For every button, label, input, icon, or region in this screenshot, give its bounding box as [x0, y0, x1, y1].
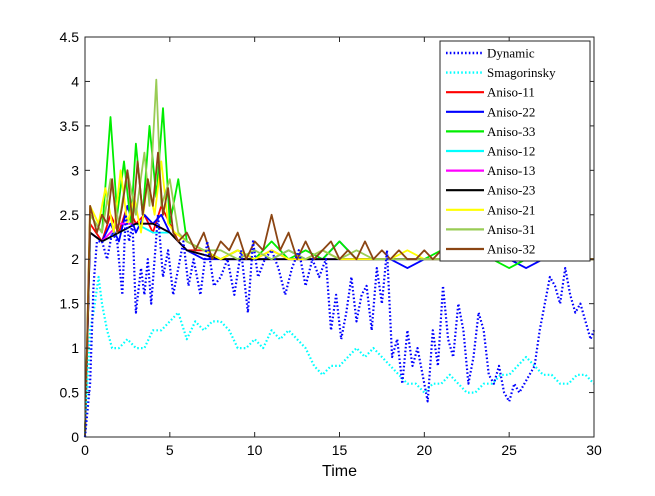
x-tick-label: 10 [247, 442, 263, 458]
y-tick-label: 3 [71, 162, 79, 178]
y-tick-label: 3.5 [60, 118, 80, 134]
x-tick-label: 25 [501, 442, 517, 458]
legend-label: Aniso-22 [487, 104, 535, 119]
x-tick-label: 15 [332, 442, 348, 458]
legend-label: Dynamic [487, 46, 535, 61]
y-tick-label: 0 [71, 429, 79, 445]
y-axis: 0 0.5 1 1.5 2 2.5 3 3.5 4 4.5 [60, 29, 594, 445]
y-tick-label: 1.5 [60, 296, 80, 312]
x-tick-label: 0 [81, 442, 89, 458]
legend-label: Aniso-21 [487, 202, 535, 217]
x-tick-label: 20 [417, 442, 433, 458]
legend: Dynamic Smagorinsky Aniso-11 Aniso-22 Aniso-… [439, 40, 591, 262]
y-tick-label: 1 [71, 340, 79, 356]
legend-label: Aniso-23 [487, 183, 535, 198]
legend-label: Aniso-11 [487, 85, 535, 100]
y-tick-label: 2.5 [60, 207, 80, 223]
y-tick-label: 2 [71, 251, 79, 267]
legend-label: Aniso-33 [487, 124, 535, 139]
x-axis-title: Time [322, 463, 357, 480]
series-line-dynamic [83, 213, 596, 438]
y-tick-label: 4 [71, 73, 79, 89]
series-line-smagorinsky [83, 275, 595, 438]
y-tick-label: 4.5 [60, 29, 80, 45]
legend-label: Smagorinsky [487, 65, 556, 80]
y-tick-label: 0.5 [60, 385, 80, 401]
x-tick-label: 30 [586, 442, 602, 458]
x-axis: 0 5 10 15 20 25 30 [81, 37, 602, 458]
x-tick-label: 5 [166, 442, 174, 458]
legend-label: Aniso-32 [487, 242, 535, 257]
legend-label: Aniso-31 [487, 222, 535, 237]
legend-label: Aniso-12 [487, 144, 535, 159]
legend-label: Aniso-13 [487, 163, 535, 178]
